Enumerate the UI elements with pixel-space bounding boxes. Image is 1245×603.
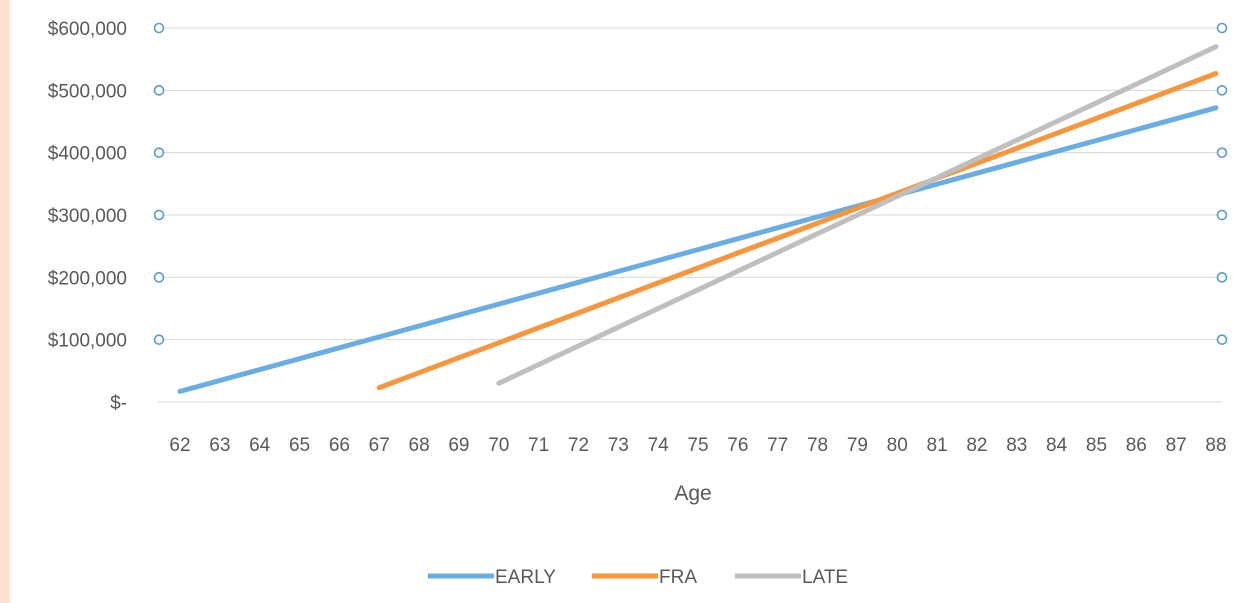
- y-axis-tick-labels: $- $100,000 $200,000 $300,000 $400,000 $500,0…: [48, 19, 127, 414]
- x-tick-label: 88: [1205, 435, 1226, 456]
- series-line-fra: [376, 71, 1219, 391]
- left-axis-marker: [153, 22, 165, 34]
- y-tick-label: $-: [110, 393, 127, 414]
- line-chart: $- $100,000 $200,000 $300,000 $400,000 $500,0…: [48, 19, 1228, 588]
- right-axis-marker: [1216, 147, 1228, 158]
- x-tick-label: 74: [648, 435, 670, 456]
- x-tick-label: 78: [807, 435, 828, 456]
- right-axis-marker: [1216, 272, 1228, 283]
- legend-label-late: LATE: [802, 567, 848, 588]
- x-tick-label: 86: [1126, 435, 1147, 456]
- x-tick-label: 76: [727, 435, 748, 456]
- right-axis-marker: [1216, 209, 1228, 221]
- x-tick-label: 79: [847, 435, 868, 456]
- x-tick-label: 64: [249, 435, 271, 456]
- y-tick-label: $400,000: [48, 144, 127, 165]
- x-tick-label: 67: [369, 435, 390, 456]
- left-axis-marker: [153, 85, 165, 96]
- gridlines: [158, 27, 1222, 403]
- x-tick-label: 82: [966, 435, 987, 456]
- x-tick-label: 85: [1086, 435, 1107, 456]
- x-tick-label: 87: [1166, 435, 1187, 456]
- legend: EARLY FRA LATE: [428, 567, 848, 588]
- x-tick-label: 83: [1006, 435, 1027, 456]
- y-tick-label: $500,000: [48, 81, 127, 102]
- legend-label-early: EARLY: [495, 567, 556, 588]
- series-line-early: [177, 105, 1219, 394]
- left-axis-marker: [153, 147, 165, 158]
- right-axis-marker: [1216, 22, 1228, 34]
- x-tick-label: 75: [687, 435, 708, 456]
- x-tick-label: 84: [1046, 435, 1068, 456]
- right-axis-marker: [1216, 334, 1228, 345]
- series-line-late: [496, 44, 1219, 386]
- x-axis-title: Age: [674, 482, 711, 505]
- series-lines: [177, 44, 1219, 394]
- y-tick-label: $100,000: [48, 331, 127, 352]
- y-tick-label: $600,000: [48, 19, 127, 40]
- x-tick-label: 81: [927, 435, 948, 456]
- right-axis-marker: [1216, 85, 1228, 96]
- left-axis-marker: [153, 334, 165, 345]
- chart-area: $- $100,000 $200,000 $300,000 $400,000 $500,0…: [10, 0, 1245, 603]
- x-tick-label: 73: [608, 435, 629, 456]
- x-tick-label: 65: [289, 435, 310, 456]
- x-tick-label: 72: [568, 435, 589, 456]
- x-tick-label: 77: [767, 435, 788, 456]
- legend-label-fra: FRA: [659, 567, 697, 588]
- x-tick-label: 71: [528, 435, 549, 456]
- axis-markers: [153, 22, 1228, 345]
- x-tick-label: 70: [488, 435, 509, 456]
- x-tick-label: 63: [209, 435, 230, 456]
- left-axis-marker: [153, 272, 165, 283]
- x-tick-label: 80: [887, 435, 908, 456]
- left-axis-marker: [153, 209, 165, 221]
- x-tick-label: 68: [409, 435, 430, 456]
- x-axis-tick-labels: 62 63 64 65 66 67 68 69 70 71 72 73 74 75 76 77 78 79 80 81…: [169, 435, 1226, 456]
- x-tick-label: 69: [448, 435, 469, 456]
- y-tick-label: $200,000: [48, 268, 127, 289]
- y-tick-label: $300,000: [48, 206, 127, 227]
- x-tick-label: 62: [169, 435, 190, 456]
- x-tick-label: 66: [329, 435, 350, 456]
